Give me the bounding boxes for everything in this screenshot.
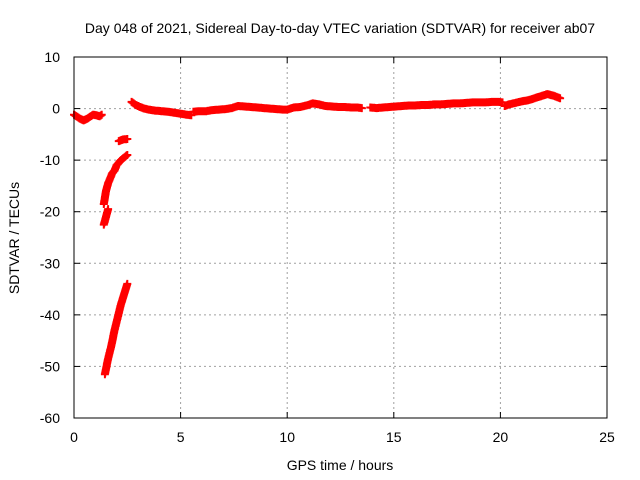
- y-tick-label: 10: [44, 49, 60, 65]
- plot-frame: [73, 56, 608, 419]
- data-point-markers: [100, 279, 132, 379]
- x-tick-label: 10: [279, 429, 295, 445]
- data-segment: [99, 205, 113, 229]
- data-segment: [114, 135, 132, 146]
- y-tick-label: 0: [52, 101, 60, 117]
- data-segment: [189, 99, 366, 116]
- data-point-markers: [366, 97, 507, 113]
- x-tick-label: 25: [599, 429, 615, 445]
- x-tick-label: 5: [177, 429, 185, 445]
- data-points: [70, 90, 565, 379]
- y-tick-label: -30: [40, 255, 60, 271]
- data-segment: [366, 97, 507, 113]
- y-tick-label: -20: [40, 204, 60, 220]
- data-point-markers: [99, 205, 113, 229]
- y-tick-label: -40: [40, 307, 60, 323]
- data-point-markers: [189, 99, 366, 116]
- data-point-markers: [500, 90, 565, 110]
- x-axis-label: GPS time / hours: [287, 457, 394, 473]
- axis-ticks: 0 5 10 15 20 25 -60 -50 -40 -30 -20 -10 0 10: [40, 49, 615, 445]
- x-tick-label: 15: [386, 429, 402, 445]
- x-tick-label: 20: [493, 429, 509, 445]
- data-point-markers: [99, 151, 132, 208]
- data-segment: [127, 97, 196, 120]
- y-tick-label: -10: [40, 152, 60, 168]
- chart-title: Day 048 of 2021, Sidereal Day-to-day VTE…: [85, 20, 595, 36]
- y-tick-label: -60: [40, 410, 60, 426]
- y-axis-label: SDTVAR / TECUs: [6, 182, 22, 294]
- data-segment: [500, 90, 565, 110]
- data-point-markers: [114, 135, 132, 146]
- data-point-markers: [127, 97, 196, 120]
- data-segment: [100, 279, 132, 379]
- y-tick-label: -50: [40, 358, 60, 374]
- x-tick-label: 0: [70, 429, 78, 445]
- data-segment: [99, 151, 132, 208]
